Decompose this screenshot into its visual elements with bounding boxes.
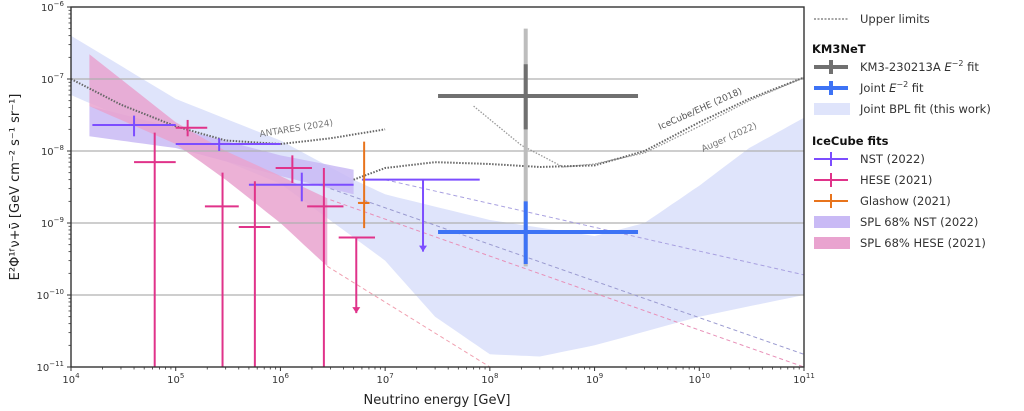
data-point-nst-2022 (92, 115, 176, 137)
errorbar-swatch-icon (814, 172, 848, 187)
legend-label-prefix: KM3-230213A (860, 59, 945, 74)
upper-limit-auger-2022- (473, 76, 804, 168)
band-spl-68-hese-2021- (89, 54, 328, 267)
confidence-bands (71, 35, 804, 357)
legend-heading-icecube: IceCube fits (812, 134, 889, 148)
band-joint-bpl-fit-this-work- (71, 35, 804, 357)
x-tick-label: 1011 (793, 372, 815, 386)
model-dashed-lines (327, 179, 804, 367)
legend-label: Upper limits (860, 11, 930, 26)
legend-item: Joint BPL fit (this work) (812, 98, 1022, 119)
data-point-hese-2021 (307, 168, 344, 367)
legend-group-km3net: KM3-230213A E−2 fit Joint E−2 fit Joint BP… (812, 56, 1022, 119)
data-point-nst-2022 (361, 178, 480, 252)
data-point-glashow-2021 (357, 141, 370, 229)
x-tick-label: 105 (167, 372, 184, 386)
grid-lines (71, 78, 804, 296)
legend-label: Joint BPL fit (this work) (860, 101, 991, 116)
legend-item: Glashow (2021) (812, 190, 1022, 211)
upper-limit-curves (71, 76, 804, 181)
y-axis-title: E²Φ¹ᶠν+ν̄ [GeV cm⁻² s⁻¹ sr⁻¹] (8, 94, 23, 281)
data-point-joint-e-fit (438, 201, 639, 264)
legend: Upper limits KM3NeT KM3-230213A E−2 fit J… (812, 8, 1022, 253)
legend-item: Joint E−2 fit (812, 77, 1022, 98)
annotation-antares: ANTARES (2024) (259, 118, 334, 139)
legend-group-icecube: NST (2022) HESE (2021) Glashow (2021) SPL 6… (812, 148, 1022, 253)
data-point-hese-2021 (275, 155, 312, 183)
y-tick-label: 10−9 (41, 216, 64, 230)
errorbar-swatch-icon (814, 193, 848, 208)
legend-item: SPL 68% NST (2022) (812, 211, 1022, 232)
legend-label: NST (2022) (860, 151, 925, 166)
x-tick-label: 1010 (688, 372, 710, 386)
x-tick-label: 109 (586, 372, 603, 386)
arrow-head (419, 245, 428, 252)
patch-swatch-icon (814, 236, 850, 249)
legend-item: KM3-230213A E−2 fit (812, 56, 1022, 77)
y-tick-label: 10−7 (41, 72, 64, 86)
dotted-line-icon (814, 17, 848, 20)
y-tick-label: 10−8 (41, 144, 64, 158)
data-point-nst-2022 (175, 138, 281, 151)
legend-label: HESE (2021) (860, 172, 933, 187)
legend-label-exponent: −2 (896, 80, 909, 90)
y-tick-label: 10−6 (41, 0, 65, 14)
legend-label-suffix: fit (908, 80, 924, 95)
errorbar-swatch-icon (814, 80, 848, 95)
errorbar-swatch-icon (814, 151, 848, 166)
legend-label-energy: E (889, 80, 897, 95)
dashed-model-line (384, 179, 804, 276)
data-point-hese-2021 (175, 119, 208, 137)
legend-item: NST (2022) (812, 148, 1022, 169)
patch-swatch-icon (814, 215, 850, 228)
errorbar-swatch-icon (814, 59, 848, 74)
y-tick-label: 10−10 (36, 288, 64, 302)
patch-swatch-icon (814, 102, 850, 115)
x-tick-label: 104 (62, 372, 80, 386)
data-series (92, 28, 639, 367)
data-point-nst-2022 (248, 172, 354, 202)
y-tick-label: 10−11 (36, 360, 64, 374)
data-point-hese-2021 (134, 132, 176, 367)
x-tick-label: 106 (272, 372, 290, 386)
axes: 104 105 106 107 108 109 1010 1011 10−6 10−7 10−8 10… (36, 0, 814, 386)
legend-heading-km3net: KM3NeT (812, 42, 866, 56)
legend-item: HESE (2021) (812, 169, 1022, 190)
upper-limit-icecube-ehe-2018- (353, 76, 804, 181)
legend-item: SPL 68% HESE (2021) (812, 232, 1022, 253)
legend-label-exponent: −2 (951, 59, 964, 69)
arrow-head (352, 307, 361, 314)
dashed-model-line (327, 265, 491, 367)
x-tick-label: 107 (377, 372, 394, 386)
legend-label: KM3-230213A E−2 fit (860, 59, 979, 74)
data-point-hese-2021 (238, 181, 271, 367)
legend-label-energy: E (944, 59, 952, 74)
legend-label: SPL 68% HESE (2021) (860, 235, 986, 250)
legend-item-upper-limits: Upper limits (812, 8, 1022, 29)
x-tick-label: 108 (481, 372, 498, 386)
y-axis-title-text: E²Φ¹ᶠν+ν̄ [GeV cm⁻² s⁻¹ sr⁻¹] (8, 94, 23, 281)
data-point-hese-2021 (204, 172, 239, 367)
data-point-hese-2021 (338, 236, 375, 314)
legend-label: Glashow (2021) (860, 193, 951, 208)
plot-frame (70, 6, 805, 368)
legend-label-prefix: Joint (860, 80, 890, 95)
legend-label-suffix: fit (963, 59, 979, 74)
x-axis-title: Neutrino energy [GeV] (364, 393, 511, 408)
legend-label: Joint E−2 fit (860, 80, 924, 95)
legend-label: SPL 68% NST (2022) (860, 214, 979, 229)
